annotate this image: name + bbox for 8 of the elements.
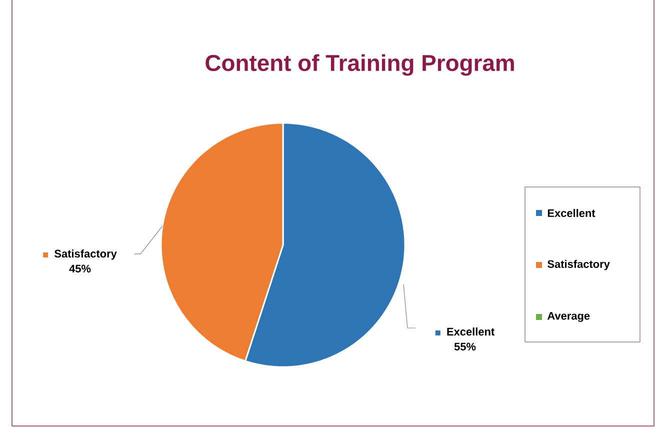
legend-label: Satisfactory (54, 250, 117, 260)
data-label: 45% (69, 264, 91, 272)
legend-label: Excellent (447, 328, 494, 336)
data-label: 55% (454, 342, 476, 350)
category-label: Excellent (548, 208, 596, 218)
chart-title: Content of Training Program (206, 54, 514, 76)
legend-label: Average (547, 312, 590, 322)
category-label: Satisfactory (548, 260, 610, 270)
